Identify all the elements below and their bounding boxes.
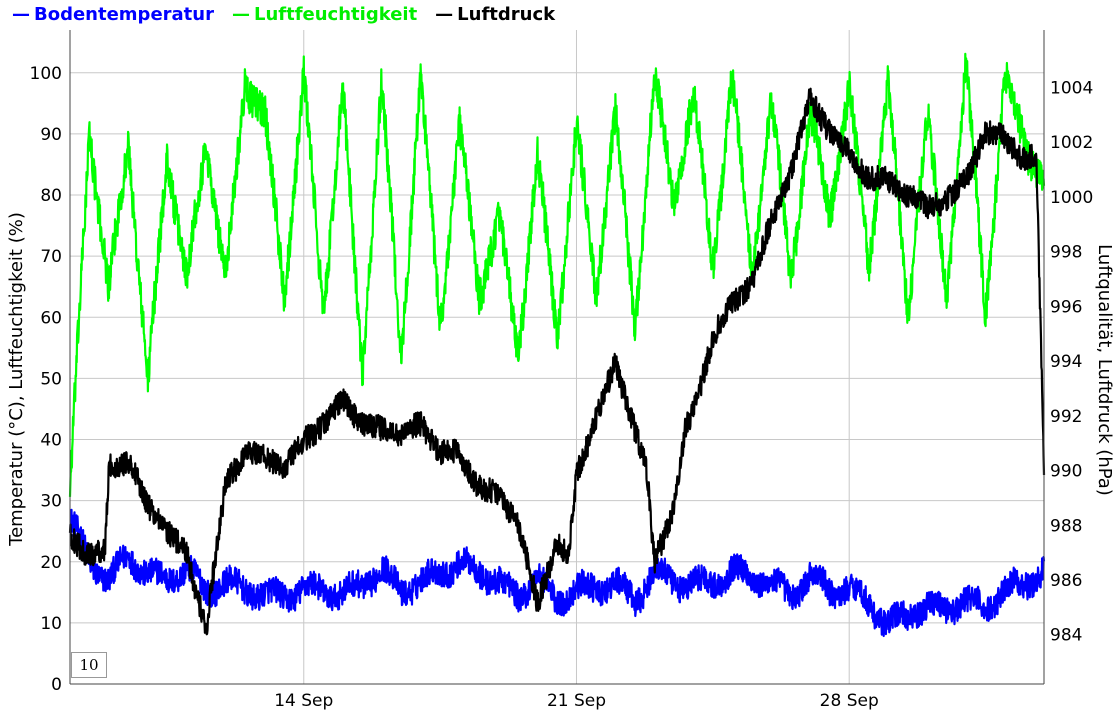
series-line-bodentemperatur: [69, 508, 1046, 638]
plot-area: [68, 52, 1046, 638]
series-line-luftfeuchtigkeit: [68, 52, 1046, 497]
x-tick-label: 28 Sep: [820, 691, 879, 711]
y-right-tick-label: 986: [1050, 571, 1082, 591]
legend-item-luftdruck[interactable]: — Luftdruck: [435, 3, 556, 25]
y-right-tick-label: 990: [1050, 462, 1082, 482]
y-axis-right-label: Luftqualität, Luftdruck (hPa): [1094, 244, 1115, 496]
y-left-tick-label: 60: [40, 308, 62, 328]
axes: 14 Sep 21 Sep 28 Sep 0 10 20 30 40 50 60 70 80 90 100…: [30, 30, 1093, 711]
y-left-tick-label: 20: [40, 553, 62, 573]
y-left-tick-label: 10: [40, 614, 62, 634]
y-right-tick-label: 988: [1050, 516, 1082, 536]
y-right-tick-label: 996: [1050, 297, 1082, 317]
badge: 10: [71, 652, 107, 678]
y-right-tick-label: 992: [1050, 407, 1082, 427]
y-right-tick-label: 1004: [1050, 78, 1093, 98]
y-right-tick-label: 994: [1050, 352, 1082, 372]
y-left-tick-label: 90: [40, 125, 62, 145]
y-axis-left-label: Temperatur (°C), Luftfeuchtigkeit (%): [6, 212, 27, 547]
y-left-tick-label: 80: [40, 186, 62, 206]
legend-label: Bodentemperatur: [34, 3, 214, 25]
y-left-tick-label: 50: [40, 369, 62, 389]
legend-label: Luftdruck: [457, 3, 556, 25]
y-left-tick-label: 0: [51, 675, 62, 695]
legend-label: Luftfeuchtigkeit: [253, 3, 418, 25]
legend-item-luftfeuchtigkeit[interactable]: — Luftfeuchtigkeit: [231, 3, 418, 25]
y-left-tick-label: 100: [30, 64, 62, 84]
legend: — Bodentemperatur — Luftfeuchtigkeit — Luft…: [0, 0, 561, 28]
y-left-tick-label: 30: [40, 492, 62, 512]
y-left-tick-label: 70: [40, 247, 62, 267]
y-right-tick-label: 1000: [1050, 188, 1093, 208]
x-tick-label: 21 Sep: [547, 691, 606, 711]
y-right-tick-label: 998: [1050, 243, 1082, 263]
x-tick-label: 14 Sep: [274, 691, 333, 711]
y-left-tick-label: 40: [40, 431, 62, 451]
series-line-luftdruck: [68, 87, 1046, 636]
y-right-tick-label: 1002: [1050, 133, 1093, 153]
legend-item-bodentemperatur[interactable]: — Bodentemperatur: [12, 3, 214, 25]
y-right-tick-label: 984: [1050, 626, 1082, 646]
